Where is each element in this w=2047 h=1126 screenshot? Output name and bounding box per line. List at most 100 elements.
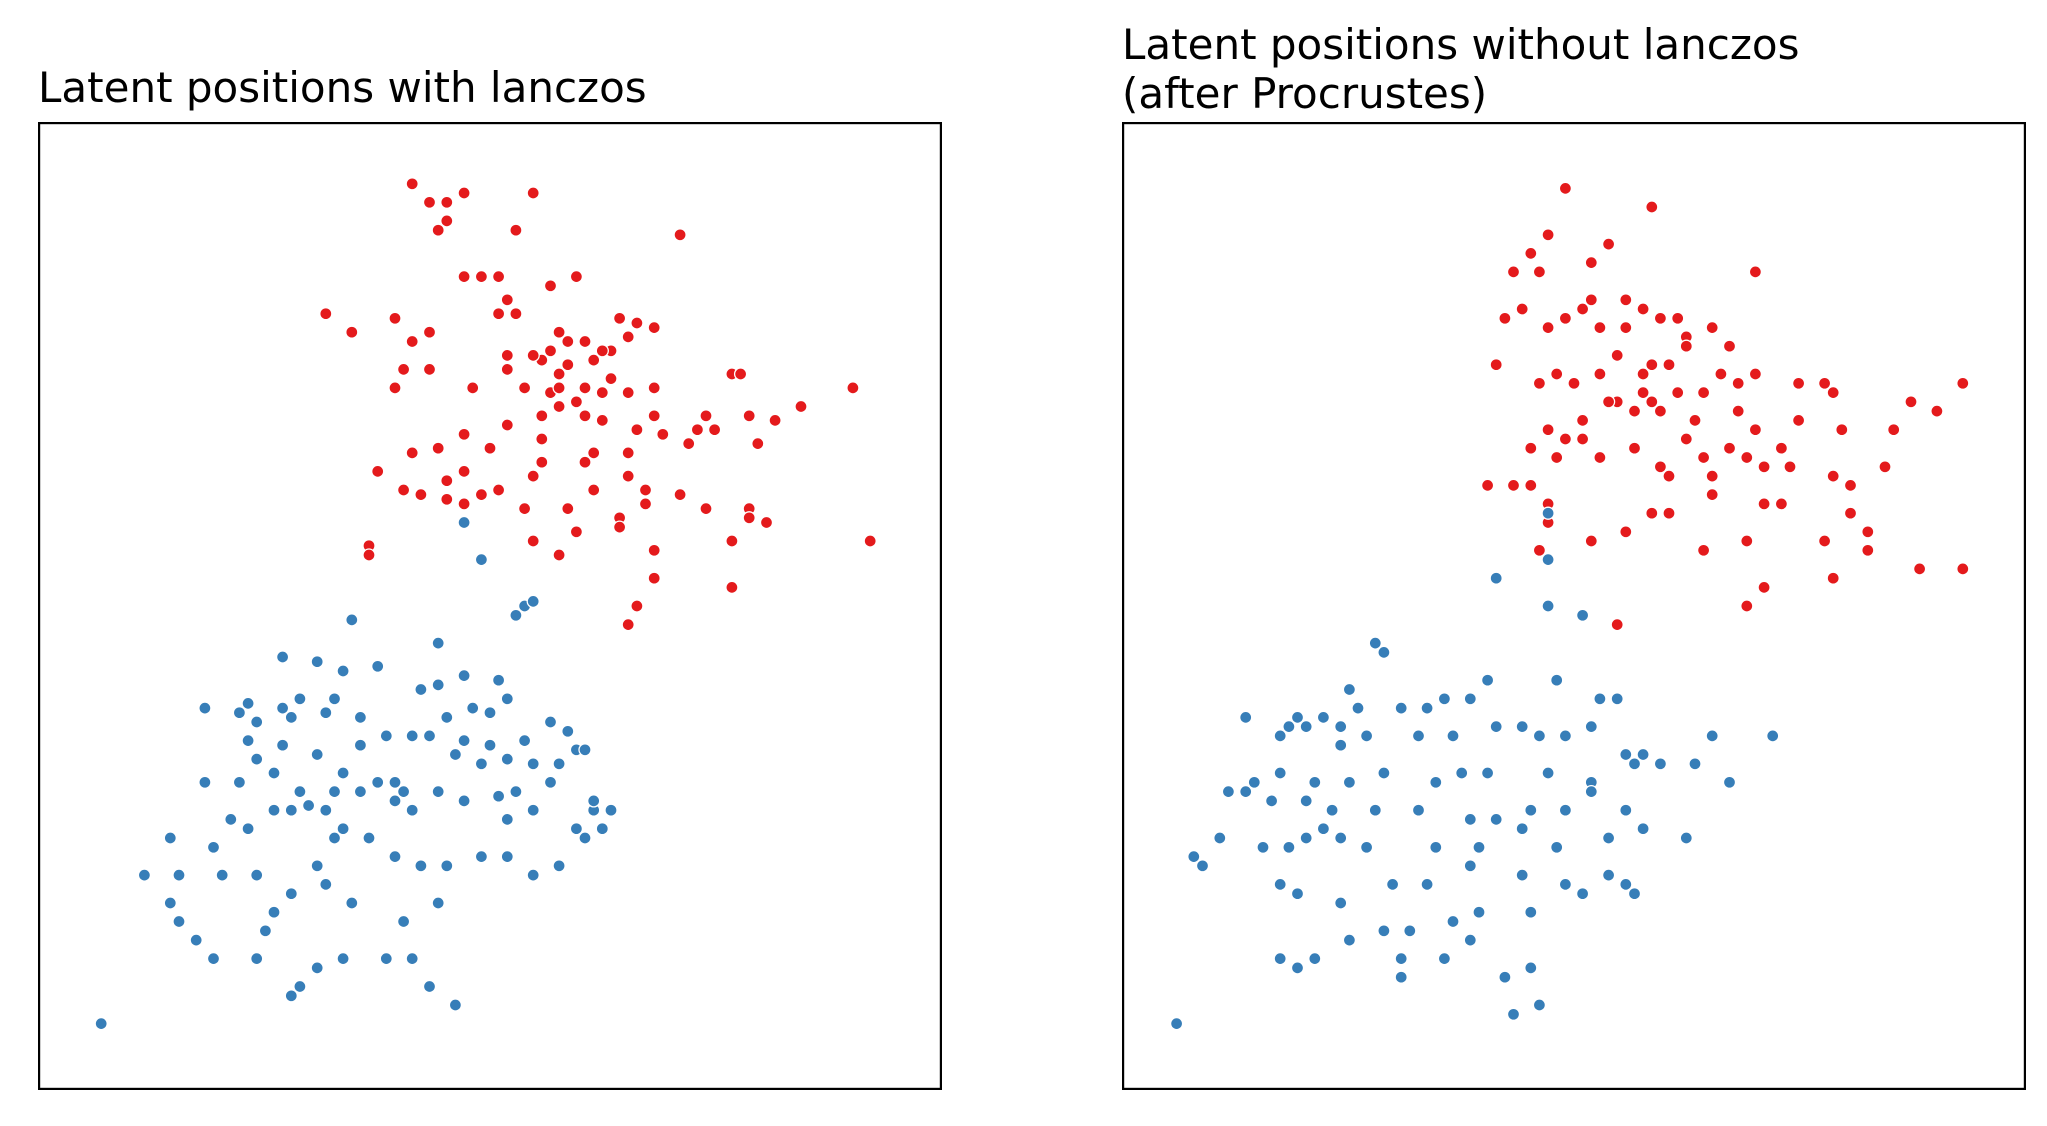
- scatter-point-blue: [1437, 951, 1452, 966]
- scatter-point-blue: [1653, 757, 1668, 771]
- scatter-point-blue: [319, 803, 333, 817]
- scatter-point-red: [1912, 562, 1927, 576]
- scatter-point-blue: [1463, 933, 1477, 947]
- scatter-point-red: [1541, 228, 1555, 242]
- scatter-point-red: [457, 269, 471, 284]
- scatter-point-blue: [206, 951, 221, 966]
- scatter-point-blue: [526, 594, 540, 609]
- scatter-point-blue: [1472, 840, 1486, 854]
- scatter-point-blue: [1541, 506, 1555, 520]
- scatter-point-blue: [275, 701, 290, 715]
- scatter-point-red: [1740, 450, 1754, 465]
- scatter-point-blue: [1619, 803, 1633, 817]
- scatter-point-blue: [1273, 951, 1287, 966]
- scatter-point-red: [1731, 404, 1745, 418]
- scatter-point-blue: [440, 859, 454, 873]
- scatter-point-blue: [232, 706, 247, 720]
- scatter-point-red: [1645, 506, 1659, 520]
- scatter-point-red: [647, 320, 661, 335]
- scatter-point-blue: [1455, 766, 1469, 780]
- scatter-point-red: [699, 409, 713, 423]
- scatter-point-blue: [1619, 877, 1633, 892]
- scatter-point-blue: [284, 710, 298, 725]
- scatter-point-red: [1757, 497, 1771, 511]
- scatter-point-blue: [1334, 719, 1348, 734]
- scatter-point-blue: [284, 989, 298, 1003]
- scatter-point-red: [1558, 311, 1573, 325]
- scatter-point-red: [517, 381, 532, 395]
- scatter-point-red: [1930, 404, 1944, 418]
- scatter-point-red: [621, 385, 635, 400]
- scatter-point-red: [1956, 376, 1970, 390]
- scatter-point-blue: [1351, 701, 1365, 715]
- scatter-point-blue: [1489, 719, 1503, 734]
- scatter-point-red: [457, 186, 471, 200]
- scatter-point-red: [1748, 265, 1763, 279]
- scatter-point-red: [742, 511, 756, 525]
- scatter-point-blue: [561, 724, 575, 738]
- scatter-point-red: [1601, 395, 1616, 409]
- scatter-point-red: [1826, 385, 1840, 400]
- scatter-point-blue: [431, 678, 445, 692]
- scatter-point-red: [1653, 311, 1668, 325]
- scatter-point-red: [1653, 404, 1668, 418]
- scatter-point-blue: [1584, 719, 1598, 734]
- scatter-point-blue: [509, 784, 523, 799]
- scatter-point-red: [1679, 339, 1693, 353]
- scatter-point-red: [1843, 478, 1858, 493]
- scatter-point-red: [587, 446, 601, 460]
- scatter-point-red: [1817, 376, 1832, 390]
- scatter-point-blue: [604, 803, 618, 817]
- scatter-point-red: [751, 436, 765, 451]
- scatter-point-red: [535, 432, 549, 446]
- scatter-point-blue: [1368, 803, 1382, 817]
- scatter-point-blue: [1195, 859, 1210, 873]
- scatter-point-red: [1567, 376, 1581, 390]
- scatter-point-blue: [172, 914, 186, 929]
- scatter-point-blue: [267, 766, 281, 780]
- scatter-point-blue: [310, 655, 324, 669]
- scatter-point-blue: [1385, 877, 1400, 892]
- scatter-point-blue: [569, 822, 584, 836]
- scatter-point-blue: [1290, 961, 1305, 975]
- scatter-point-blue: [1636, 822, 1650, 836]
- scatter-point-red: [587, 353, 601, 367]
- scatter-point-blue: [1334, 831, 1348, 845]
- scatter-point-red: [535, 455, 549, 469]
- scatter-point-blue: [1558, 729, 1573, 743]
- scatter-point-blue: [345, 896, 359, 910]
- scatter-point-blue: [431, 784, 445, 799]
- scatter-point-red: [1757, 460, 1771, 474]
- scatter-point-blue: [1679, 831, 1693, 845]
- scatter-point-blue: [1290, 887, 1305, 901]
- points-layer: [94, 177, 877, 1031]
- scatter-point-blue: [1429, 840, 1443, 854]
- scatter-point-red: [1498, 311, 1512, 325]
- scatter-point-blue: [431, 636, 445, 650]
- scatter-point-blue: [258, 924, 273, 938]
- scatter-point-red: [846, 381, 860, 395]
- scatter-point-blue: [1541, 766, 1555, 780]
- scatter-point-blue: [1515, 868, 1529, 882]
- scatter-point-red: [543, 279, 558, 293]
- scatter-point-red: [371, 464, 385, 479]
- scatter-point-blue: [336, 664, 350, 678]
- scatter-point-red: [422, 325, 437, 339]
- scatter-point-blue: [163, 896, 177, 910]
- scatter-point-blue: [1722, 775, 1737, 789]
- scatter-point-red: [440, 214, 454, 228]
- scatter-point-blue: [1532, 729, 1547, 743]
- scatter-point-red: [1610, 617, 1624, 632]
- scatter-plot-without-lanczos: [1122, 122, 2026, 1090]
- scatter-point-blue: [414, 859, 428, 873]
- scatter-point-blue: [517, 733, 532, 748]
- scatter-point-red: [1705, 487, 1719, 502]
- scatter-point-blue: [500, 812, 514, 827]
- scatter-point-blue: [1429, 775, 1443, 789]
- scatter-point-red: [1515, 302, 1529, 316]
- scatter-point-blue: [198, 701, 212, 715]
- scatter-point-blue: [224, 812, 238, 827]
- scatter-point-blue: [1368, 636, 1382, 650]
- scatter-point-blue: [1308, 775, 1322, 789]
- scatter-point-blue: [241, 733, 255, 748]
